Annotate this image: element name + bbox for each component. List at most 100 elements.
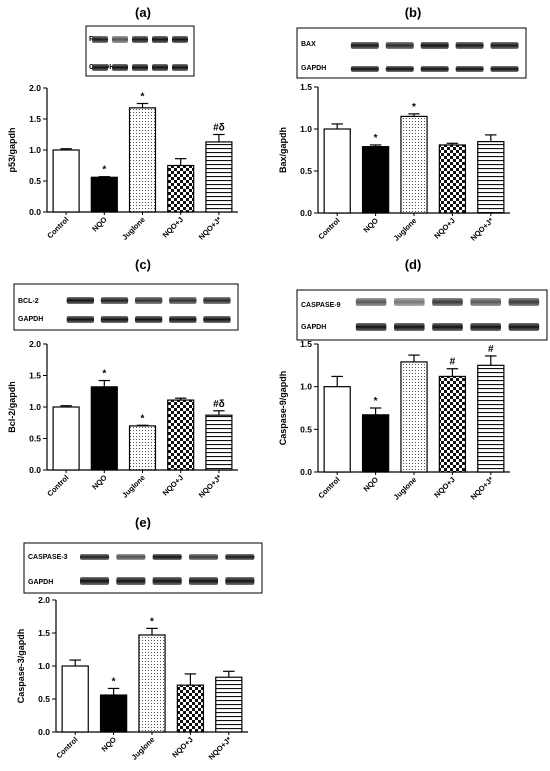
blot-band [92,36,108,43]
x-category-label: NQO+J* [197,473,224,500]
blot-band [355,298,387,306]
significance-marker: * [102,165,106,176]
y-tick-label: 1.0 [300,382,312,392]
bar [52,406,80,471]
x-category-label: NQO+J* [207,735,234,762]
blot-band [188,554,219,560]
significance-marker: * [102,369,106,380]
y-tick-label: 2.0 [29,83,41,93]
blot-band [152,64,168,71]
blot-band [225,577,255,585]
bar [400,361,428,473]
y-tick-label: 1.5 [29,114,41,124]
bar [205,414,233,471]
blot-band [225,554,255,560]
x-category-label: Control [316,475,341,500]
blot-row-label: CASPASE-3 [28,554,68,561]
x-category-label: NQO [362,216,381,235]
y-tick-label: 0.5 [300,166,312,176]
blot-band [66,316,95,323]
x-category-label: NQO+J [161,215,185,239]
x-category-label: NQO+J* [469,216,496,243]
significance-marker: # [450,357,456,368]
blot-band [470,298,501,306]
significance-marker: * [112,676,116,687]
bar-chart: 0.0 0.5 1.0 1.5 Bax/gapdh Control * NQO * Juglone… [278,82,510,243]
bar [323,386,351,473]
x-category-label: NQO+J* [469,475,496,502]
blot-band [152,554,182,560]
bar [361,146,390,214]
blot-band [169,297,197,304]
bar-chart: 0.0 0.5 1.0 1.5 2.0 Caspase-3/gapdh Control * NQ… [16,595,248,762]
blot-band [385,66,414,72]
x-category-label: NQO+J [432,216,456,240]
blot-band [132,36,148,43]
x-category-label: NQO+J [432,475,456,499]
blot-band [350,42,379,49]
blot-band [116,554,146,560]
y-axis-label: Caspase-9/gapdh [278,371,288,446]
blot-band [432,323,463,331]
blot-row-label: GAPDH [301,324,326,331]
western-blot: BCL-2 GAPDH [13,283,239,331]
x-category-label: Juglone [392,216,419,243]
y-axis-label: p53/gapdh [7,127,17,172]
bar [477,364,505,473]
blot-band [490,66,519,72]
blot-band [394,298,425,306]
y-tick-label: 2.0 [38,595,50,605]
blot-band [432,298,463,306]
bar-chart: 0.0 0.5 1.0 1.5 Caspase-9/gapdh Control * NQO Ju… [278,339,510,502]
bar [477,141,505,214]
bar [167,164,195,213]
blot-band [100,316,129,323]
y-tick-label: 0.5 [300,424,312,434]
blot-band [490,42,519,49]
blot-band [132,64,148,71]
x-category-label: Control [45,215,70,240]
bar [205,141,233,213]
x-category-label: Juglone [120,473,147,500]
x-category-label: Control [54,735,79,760]
y-tick-label: 0.5 [29,176,41,186]
y-tick-label: 1.5 [38,628,50,638]
blot-band [79,577,110,585]
x-category-label: Juglone [392,475,419,502]
significance-marker: * [141,413,145,424]
blot-band [172,36,188,43]
y-tick-label: 0.5 [29,434,41,444]
bar [167,399,195,471]
significance-marker: #δ [213,399,225,410]
bar [52,149,80,213]
blot-band [134,297,163,304]
bar [215,676,243,733]
bar-chart: 0.0 0.5 1.0 1.5 2.0 p53/gapdh Control * NQO * Jugl… [7,83,238,242]
western-blot: BAX GAPDH [296,27,527,79]
bar-chart: 0.0 0.5 1.0 1.5 2.0 Bcl-2/gapdh Control * NQO * Ju… [7,339,238,500]
panel-label: (c) [135,257,151,272]
blot-band [172,64,188,71]
y-tick-label: 1.0 [38,661,50,671]
x-category-label: Control [45,473,70,498]
x-category-label: NQO [90,473,109,492]
x-category-label: Juglone [130,735,157,762]
bar [323,128,351,214]
significance-marker: #δ [213,123,225,134]
bar [438,375,467,473]
y-tick-label: 0.0 [29,207,41,217]
panel-label: (d) [405,257,422,272]
y-tick-label: 1.5 [29,371,41,381]
bar [361,414,390,473]
y-tick-label: 1.5 [300,82,312,92]
bar [128,425,157,471]
blot-band [188,577,219,585]
y-tick-label: 0.0 [300,208,312,218]
blot-band [350,66,379,72]
blot-band [203,297,231,304]
y-axis-label: Bax/gapdh [278,127,288,173]
blot-band [420,42,449,49]
panel-label: (a) [135,5,151,20]
significance-marker: * [141,92,145,103]
